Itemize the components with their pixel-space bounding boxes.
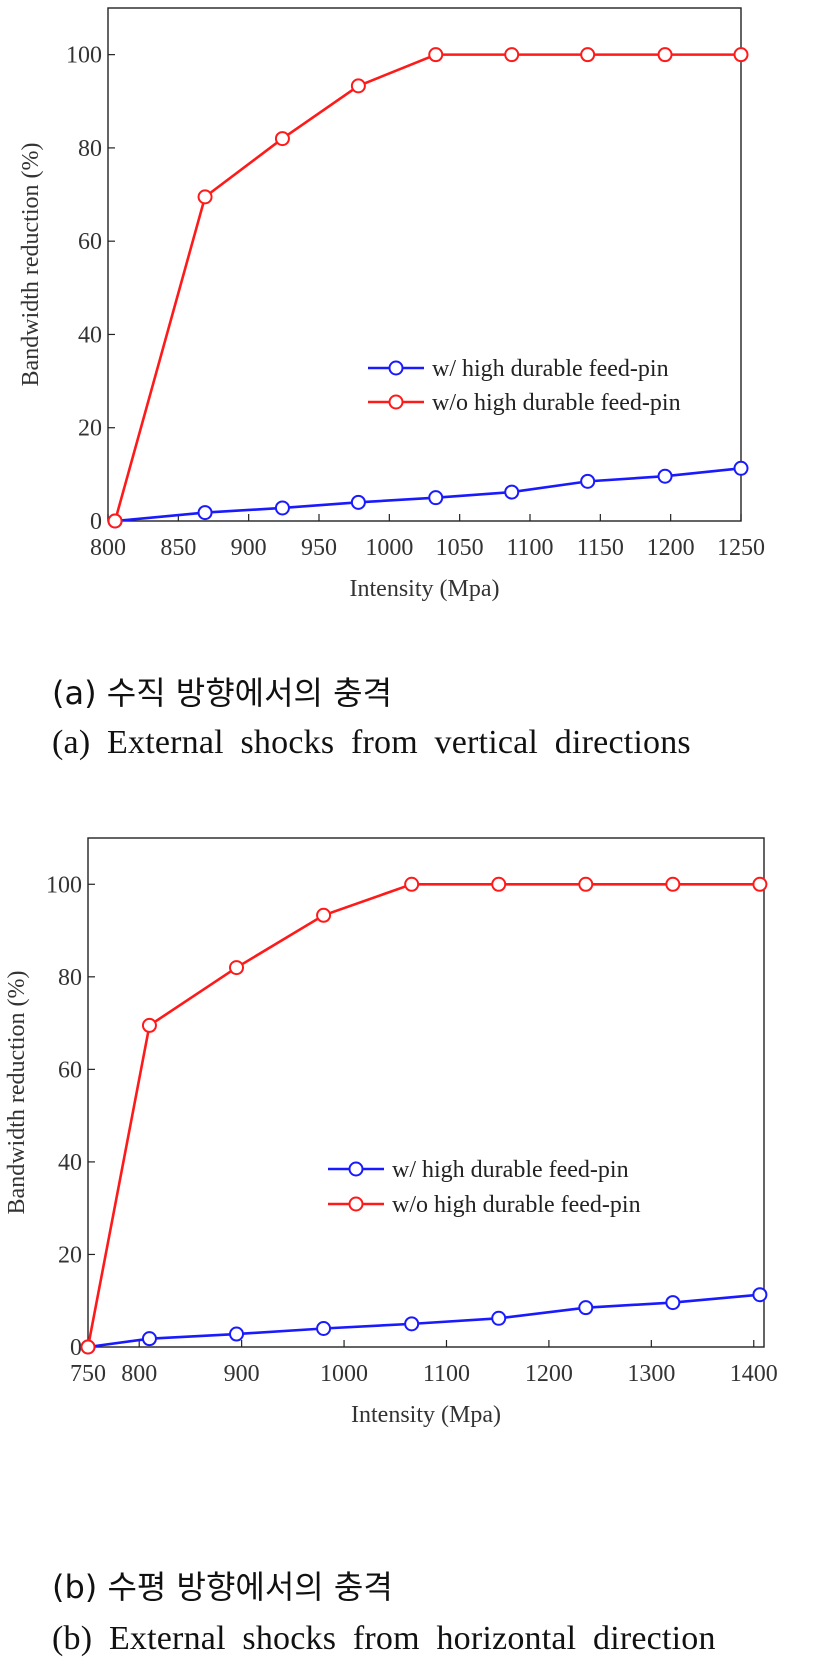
x-tick-label: 1050 bbox=[436, 535, 484, 561]
data-point bbox=[504, 484, 520, 500]
plot-frame bbox=[87, 837, 765, 1348]
data-point bbox=[350, 78, 366, 94]
data-point bbox=[229, 1326, 245, 1342]
data-point bbox=[80, 1339, 96, 1355]
data-point bbox=[657, 47, 673, 63]
data-point bbox=[657, 468, 673, 484]
legend-swatch-marker bbox=[388, 394, 404, 410]
data-point bbox=[504, 47, 520, 63]
caption-a-english: (a) External shocks from vertical direct… bbox=[52, 724, 691, 761]
data-point bbox=[350, 494, 366, 510]
data-point bbox=[752, 876, 768, 892]
y-axis-label: Bandwidth reduction (%) bbox=[4, 971, 30, 1215]
caption-b-korean: (b) 수평 방향에서의 충격 bbox=[52, 1568, 393, 1606]
data-point bbox=[404, 1316, 420, 1332]
x-axis-label: Intensity (Mpa) bbox=[351, 1402, 501, 1428]
x-tick-label: 1100 bbox=[423, 1361, 470, 1387]
x-tick-label: 900 bbox=[231, 535, 267, 561]
legend-entry: w/o high durable feed-pin bbox=[392, 1192, 641, 1218]
x-tick-label: 1400 bbox=[730, 1361, 778, 1387]
y-tick-label: 20 bbox=[58, 1242, 82, 1268]
x-tick-label: 1000 bbox=[365, 535, 413, 561]
legend-entry: w/ high durable feed-pin bbox=[392, 1157, 629, 1183]
x-tick-label: 800 bbox=[90, 535, 126, 561]
y-tick-label: 40 bbox=[58, 1150, 82, 1176]
y-axis-label: Bandwidth reduction (%) bbox=[18, 143, 44, 387]
data-point bbox=[316, 1320, 332, 1336]
y-tick-label: 60 bbox=[58, 1057, 82, 1083]
chart-vertical-shocks: 800 850 900 950 1000 1050 1100 1150 1200 1250 0 20 4… bbox=[18, 7, 765, 602]
data-point bbox=[428, 47, 444, 63]
x-axis-label: Intensity (Mpa) bbox=[350, 576, 500, 602]
y-tick-label: 100 bbox=[46, 872, 82, 898]
y-tick-label: 0 bbox=[70, 1335, 82, 1361]
data-point bbox=[752, 1287, 768, 1303]
x-tick-label: 1000 bbox=[320, 1361, 368, 1387]
data-point bbox=[733, 47, 749, 63]
series-line-without-feed-pin bbox=[86, 882, 760, 1348]
data-point bbox=[197, 189, 213, 205]
y-tick-label: 0 bbox=[90, 509, 102, 535]
x-tick-label: 800 bbox=[121, 1361, 157, 1387]
y-tick-label: 100 bbox=[66, 43, 102, 69]
y-tick-label: 40 bbox=[78, 322, 102, 348]
data-point bbox=[428, 490, 444, 506]
x-tick-label: 1250 bbox=[717, 535, 765, 561]
x-tick-label: 750 bbox=[70, 1361, 106, 1387]
data-point bbox=[404, 876, 420, 892]
x-tick-label: 1300 bbox=[627, 1361, 675, 1387]
y-tick-label: 80 bbox=[78, 136, 102, 162]
data-point bbox=[491, 1310, 507, 1326]
x-tick-label: 1200 bbox=[525, 1361, 573, 1387]
legend-entry: w/ high durable feed-pin bbox=[432, 356, 669, 382]
data-point bbox=[141, 1017, 157, 1033]
x-tick-label: 1100 bbox=[506, 535, 553, 561]
data-point bbox=[229, 960, 245, 976]
data-point bbox=[578, 876, 594, 892]
data-point bbox=[107, 513, 123, 529]
data-point bbox=[578, 1300, 594, 1316]
data-point bbox=[316, 907, 332, 923]
legend-swatch-marker bbox=[388, 360, 404, 376]
x-tick-label: 1200 bbox=[647, 535, 695, 561]
data-point bbox=[274, 131, 290, 147]
x-tick-label: 950 bbox=[301, 535, 337, 561]
caption-b-english: (b) External shocks from horizontal dire… bbox=[52, 1620, 716, 1657]
data-point bbox=[491, 876, 507, 892]
data-point bbox=[665, 1295, 681, 1311]
data-point bbox=[665, 876, 681, 892]
legend-entry: w/o high durable feed-pin bbox=[432, 390, 681, 416]
y-tick-label: 60 bbox=[78, 229, 102, 255]
series-line-without-feed-pin bbox=[113, 53, 741, 522]
data-point bbox=[141, 1331, 157, 1347]
chart-horizontal-shocks: 750 800 900 1000 1100 1200 1300 1400 0 20 40 60 80 10… bbox=[4, 837, 778, 1428]
data-point bbox=[733, 460, 749, 476]
x-tick-label: 850 bbox=[160, 535, 196, 561]
data-point bbox=[274, 500, 290, 516]
y-tick-label: 20 bbox=[78, 416, 102, 442]
plot-frame bbox=[107, 7, 742, 522]
x-tick-label: 1150 bbox=[577, 535, 624, 561]
series-line-with-feed-pin bbox=[87, 1293, 761, 1349]
data-point bbox=[580, 473, 596, 489]
data-point bbox=[580, 47, 596, 63]
caption-a-korean: (a) 수직 방향에서의 충격 bbox=[52, 674, 393, 712]
data-point bbox=[197, 505, 213, 521]
legend-swatch-marker bbox=[348, 1161, 364, 1177]
legend-swatch-marker bbox=[348, 1196, 364, 1212]
y-tick-label: 80 bbox=[58, 965, 82, 991]
x-tick-label: 900 bbox=[224, 1361, 260, 1387]
